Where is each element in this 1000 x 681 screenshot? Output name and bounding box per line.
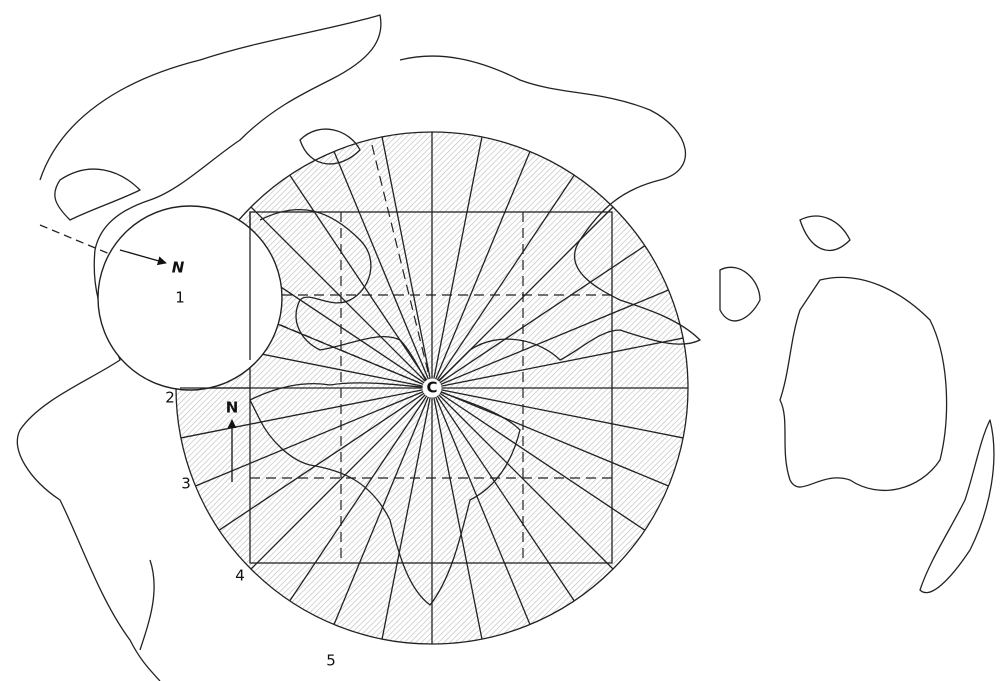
point-label: 1 xyxy=(175,289,185,307)
map: C N N 1 2 3 4 5 xyxy=(0,0,1000,681)
north-label: N xyxy=(172,259,185,277)
point-label: 3 xyxy=(181,475,191,493)
point-label: 5 xyxy=(326,652,336,670)
center-label: C xyxy=(426,379,437,397)
north-label: N xyxy=(226,399,239,417)
small-circle xyxy=(98,206,282,390)
point-label: 2 xyxy=(165,389,175,407)
point-label: 4 xyxy=(235,567,245,585)
